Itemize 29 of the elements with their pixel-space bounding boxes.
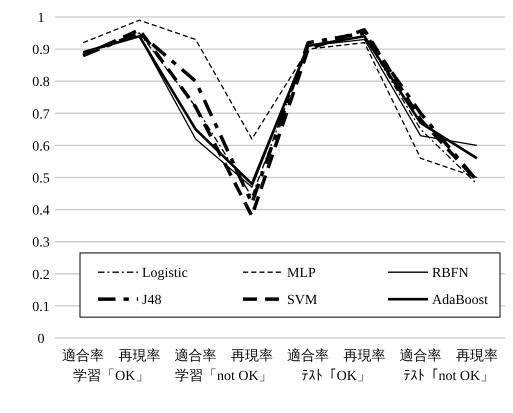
x-tick-label: 適合率 <box>174 348 217 364</box>
x-tick-label: 適合率 <box>400 348 442 364</box>
y-tick-label: 0.7 <box>32 107 50 122</box>
text: ﾃｽﾄ「OK」 <box>302 368 371 384</box>
legend-label: SVM <box>287 293 318 308</box>
legend-label: MLP <box>287 266 316 282</box>
y-tick-label: 0.1 <box>32 300 50 315</box>
y-tick-label: 0.8 <box>32 75 50 90</box>
x-tick-label: 適合率 <box>62 348 104 364</box>
text: ﾃｽﾄ「not OK」 <box>403 368 494 384</box>
y-tick-label: 0.9 <box>32 43 50 58</box>
text: 学習「not OK」 <box>174 368 273 384</box>
legend-label: AdaBoost <box>432 293 488 308</box>
legend-label: Logistic <box>142 266 188 282</box>
legend-label: J48 <box>142 293 162 308</box>
y-tick-label: 0.5 <box>32 172 50 186</box>
y-tick-label: 0.2 <box>32 268 50 283</box>
y-tick-label: 1 <box>38 11 44 26</box>
y-tick-label: 0.6 <box>32 139 50 154</box>
x-tick-label: 再現率 <box>230 348 273 364</box>
y-tick-label: 0.4 <box>32 204 50 219</box>
legend-label: RBFN <box>432 266 469 282</box>
x-tick-label: 再現率 <box>118 348 160 364</box>
x-tick-label: 適合率 <box>287 348 330 364</box>
y-tick-label: 0.3 <box>32 236 50 251</box>
y-tick-label: 0 <box>38 332 44 347</box>
x-tick-label: 再現率 <box>456 348 498 364</box>
text: 学習「OK」 <box>73 368 150 384</box>
x-tick-label: 再現率 <box>343 348 386 364</box>
